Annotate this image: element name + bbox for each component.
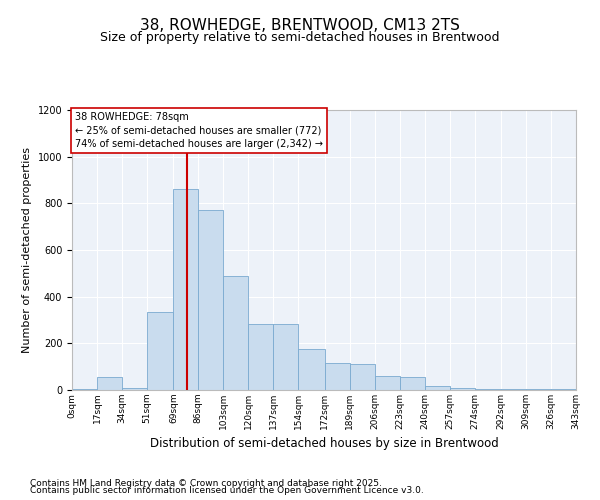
Bar (400, 377, 425, 390)
Bar (526, 389, 551, 390)
Bar (501, 389, 526, 390)
Bar (374, 376, 400, 390)
Bar (147, 312, 173, 390)
Bar (325, 363, 350, 390)
Bar (122, 388, 147, 390)
Text: 38, ROWHEDGE, BRENTWOOD, CM13 2TS: 38, ROWHEDGE, BRENTWOOD, CM13 2TS (140, 18, 460, 32)
Bar (173, 190, 199, 390)
Bar (298, 349, 325, 390)
Bar (223, 276, 248, 390)
Bar (350, 364, 374, 390)
Bar (199, 210, 223, 390)
X-axis label: Distribution of semi-detached houses by size in Brentwood: Distribution of semi-detached houses by … (149, 438, 499, 450)
Bar (425, 386, 449, 390)
Text: Contains HM Land Registry data © Crown copyright and database right 2025.: Contains HM Land Registry data © Crown c… (30, 478, 382, 488)
Y-axis label: Number of semi-detached properties: Number of semi-detached properties (22, 147, 32, 353)
Text: Contains public sector information licensed under the Open Government Licence v3: Contains public sector information licen… (30, 486, 424, 495)
Bar (475, 389, 501, 390)
Bar (449, 388, 475, 390)
Text: 38 ROWHEDGE: 78sqm
← 25% of semi-detached houses are smaller (772)
74% of semi-d: 38 ROWHEDGE: 78sqm ← 25% of semi-detache… (75, 112, 323, 148)
Bar (97, 377, 122, 390)
Text: Size of property relative to semi-detached houses in Brentwood: Size of property relative to semi-detach… (100, 31, 500, 44)
Bar (248, 324, 274, 390)
Bar (274, 324, 298, 390)
